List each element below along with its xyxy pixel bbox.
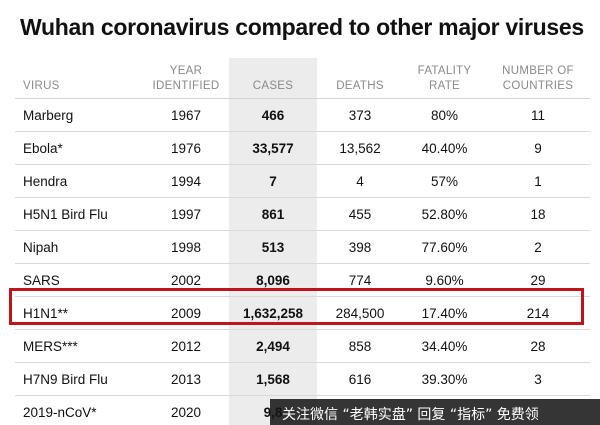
cell-deaths: 373 bbox=[317, 98, 403, 132]
cell-deaths: 13,562 bbox=[317, 131, 403, 165]
cell-virus: SARS bbox=[15, 263, 143, 297]
cell-year: 1994 bbox=[143, 164, 229, 198]
header-cases: CASES bbox=[229, 58, 317, 99]
cell-deaths: 455 bbox=[317, 197, 403, 231]
cell-countries: 18 bbox=[486, 197, 590, 231]
header-fatality-rate: FATALITY RATE bbox=[403, 58, 486, 99]
cell-virus: H7N9 Bird Flu bbox=[15, 362, 143, 396]
cell-virus: Marberg bbox=[15, 98, 143, 132]
cell-cases: 466 bbox=[229, 98, 317, 132]
header-year-identified: YEAR IDENTIFIED bbox=[143, 58, 229, 99]
cell-virus: H1N1** bbox=[15, 296, 143, 330]
cell-virus: MERS*** bbox=[15, 329, 143, 363]
table-row: SARS 2002 8,096 774 9.60% 29 bbox=[15, 263, 590, 297]
cell-virus: Hendra bbox=[15, 164, 143, 198]
cell-virus: 2019-nCoV* bbox=[15, 395, 143, 425]
cell-cases: 1,568 bbox=[229, 362, 317, 396]
cell-deaths: 284,500 bbox=[317, 296, 403, 330]
chart-title: Wuhan coronavirus compared to other majo… bbox=[20, 14, 584, 40]
cell-cases: 1,632,258 bbox=[229, 296, 317, 330]
cell-year: 2013 bbox=[143, 362, 229, 396]
cell-fatality-rate: 80% bbox=[403, 98, 486, 132]
table-row: H1N1** 2009 1,632,258 284,500 17.40% 214 bbox=[15, 296, 590, 330]
table-body: Marberg 1967 466 373 80% 11 Ebola* 1976 33,577 13… bbox=[15, 98, 590, 425]
cell-year: 1976 bbox=[143, 131, 229, 165]
cell-cases: 513 bbox=[229, 230, 317, 264]
header-number-of-countries: NUMBER OF COUNTRIES bbox=[486, 58, 590, 99]
cell-cases: 8,096 bbox=[229, 263, 317, 297]
cell-year: 1998 bbox=[143, 230, 229, 264]
cell-year: 1967 bbox=[143, 98, 229, 132]
cell-countries: 28 bbox=[486, 329, 590, 363]
table-row: H7N9 Bird Flu 2013 1,568 616 39.30% 3 bbox=[15, 362, 590, 396]
table-row: Marberg 1967 466 373 80% 11 bbox=[15, 98, 590, 132]
cell-deaths: 774 bbox=[317, 263, 403, 297]
cell-deaths: 858 bbox=[317, 329, 403, 363]
cell-deaths: 398 bbox=[317, 230, 403, 264]
cell-countries: 29 bbox=[486, 263, 590, 297]
cell-fatality-rate: 77.60% bbox=[403, 230, 486, 264]
table-header-row: VIRUS YEAR IDENTIFIED CASES DEATHS FATAL… bbox=[15, 58, 590, 99]
cell-fatality-rate: 39.30% bbox=[403, 362, 486, 396]
cell-fatality-rate: 17.40% bbox=[403, 296, 486, 330]
table-row: Ebola* 1976 33,577 13,562 40.40% 9 bbox=[15, 131, 590, 165]
cell-year: 2009 bbox=[143, 296, 229, 330]
cell-cases: 861 bbox=[229, 197, 317, 231]
cell-cases: 2,494 bbox=[229, 329, 317, 363]
cell-virus: H5N1 Bird Flu bbox=[15, 197, 143, 231]
cell-cases: 33,577 bbox=[229, 131, 317, 165]
cell-countries: 3 bbox=[486, 362, 590, 396]
cell-fatality-rate: 52.80% bbox=[403, 197, 486, 231]
table-row: Nipah 1998 513 398 77.60% 2 bbox=[15, 230, 590, 264]
cell-virus: Nipah bbox=[15, 230, 143, 264]
table-row: MERS*** 2012 2,494 858 34.40% 28 bbox=[15, 329, 590, 363]
cell-fatality-rate: 40.40% bbox=[403, 131, 486, 165]
header-deaths: DEATHS bbox=[317, 58, 403, 99]
cell-fatality-rate: 34.40% bbox=[403, 329, 486, 363]
cell-countries: 2 bbox=[486, 230, 590, 264]
cell-fatality-rate: 9.60% bbox=[403, 263, 486, 297]
virus-comparison-table: VIRUS YEAR IDENTIFIED CASES DEATHS FATAL… bbox=[15, 58, 590, 425]
cell-deaths: 616 bbox=[317, 362, 403, 396]
cell-countries: 11 bbox=[486, 98, 590, 132]
header-virus: VIRUS bbox=[15, 58, 143, 99]
cell-countries: 9 bbox=[486, 131, 590, 165]
cell-year: 1997 bbox=[143, 197, 229, 231]
cell-year: 2002 bbox=[143, 263, 229, 297]
cell-countries: 1 bbox=[486, 164, 590, 198]
cell-year: 2020 bbox=[143, 395, 229, 425]
cell-cases: 7 bbox=[229, 164, 317, 198]
cell-virus: Ebola* bbox=[15, 131, 143, 165]
cell-year: 2012 bbox=[143, 329, 229, 363]
watermark-text: 关注微信 “老韩实盘” 回复 “指标” 免费领 bbox=[282, 407, 539, 423]
table-row: Hendra 1994 7 4 57% 1 bbox=[15, 164, 590, 198]
cell-deaths: 4 bbox=[317, 164, 403, 198]
cell-countries: 214 bbox=[486, 296, 590, 330]
cell-fatality-rate: 57% bbox=[403, 164, 486, 198]
watermark-overlay bbox=[270, 399, 600, 425]
table-row: H5N1 Bird Flu 1997 861 455 52.80% 18 bbox=[15, 197, 590, 231]
